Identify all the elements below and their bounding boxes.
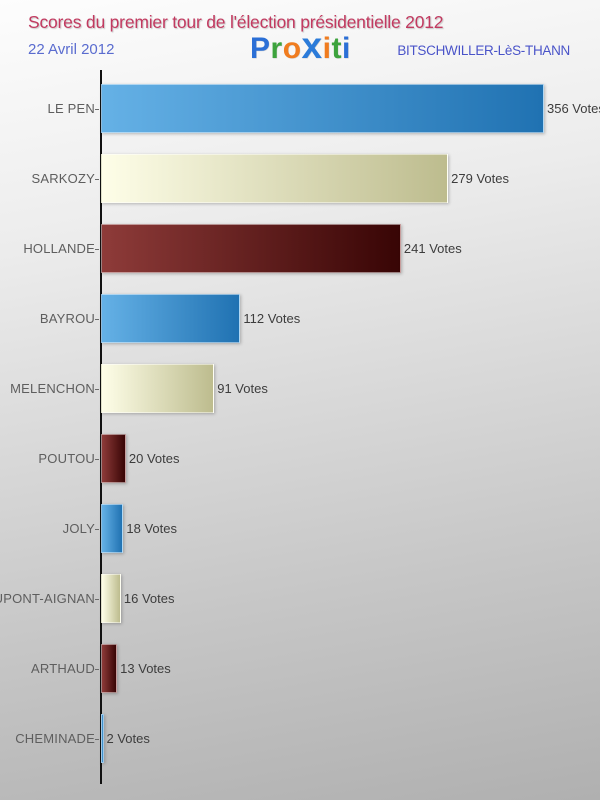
- bar-dupont-aignan: [101, 574, 121, 623]
- category-label-dupont-aignan: DUPONT-AIGNAN: [0, 591, 95, 606]
- bar-arthaud: [101, 644, 118, 693]
- value-label-sarkozy: 279 Votes: [451, 171, 509, 186]
- bar-poutou: [101, 434, 126, 483]
- value-label-poutou: 20 Votes: [128, 451, 180, 466]
- value-label-arthaud: 13 Votes: [120, 661, 171, 676]
- logo-letter: x: [301, 25, 323, 66]
- bar-cheminade: [101, 714, 104, 763]
- value-label-le-pen: 356 Votes: [547, 101, 600, 116]
- bar-le-pen: [101, 84, 544, 133]
- axis-tick: [95, 598, 99, 600]
- category-label-le-pen: LE PEN: [47, 101, 95, 116]
- value-label-dupont-aignan: 16 Votes: [123, 591, 175, 606]
- value-label-bayrou: 112 Votes: [243, 311, 301, 326]
- axis-tick: [95, 668, 99, 670]
- axis-tick: [95, 108, 99, 110]
- value-label-joly: 18 Votes: [126, 521, 177, 536]
- value-label-cheminade: 2 Votes: [106, 731, 150, 746]
- proxiti-logo: Proxiti: [250, 27, 351, 66]
- category-label-cheminade: CHEMINADE: [15, 731, 95, 746]
- bar-bayrou: [101, 294, 241, 343]
- axis-tick: [95, 248, 99, 250]
- axis-tick: [95, 528, 99, 530]
- axis-tick: [95, 388, 99, 390]
- axis-tick: [95, 458, 99, 460]
- category-label-sarkozy: SARKOZY: [31, 171, 95, 186]
- axis-tick: [95, 178, 99, 180]
- axis-tick: [95, 318, 99, 320]
- logo-letter: P: [250, 32, 271, 65]
- logo-letter: i: [322, 32, 332, 65]
- chart-title: Scores du premier tour de l'élection pré…: [28, 12, 444, 32]
- bar-sarkozy: [101, 154, 449, 203]
- chart-date: 22 Avril 2012: [28, 41, 115, 58]
- y-axis-line: [100, 70, 102, 784]
- bar-melenchon: [101, 364, 215, 413]
- category-label-joly: JOLY: [62, 521, 95, 536]
- logo-letter: t: [331, 32, 342, 65]
- axis-tick: [95, 738, 99, 740]
- category-label-arthaud: ARTHAUD: [30, 661, 95, 676]
- category-label-melenchon: MELENCHON: [10, 381, 95, 396]
- logo-letter: o: [282, 32, 302, 65]
- category-label-poutou: POUTOU: [38, 451, 95, 466]
- category-label-hollande: HOLLANDE: [23, 241, 95, 256]
- bar-joly: [101, 504, 124, 553]
- location-label: BITSCHWILLER-LèS-THANN: [397, 43, 570, 58]
- logo-letter: i: [341, 32, 351, 65]
- logo-letter: r: [270, 32, 283, 65]
- bar-chart: LE PEN 356 Votes SARKOZY 279 Votes HOLLANDE 2…: [0, 70, 600, 785]
- value-label-melenchon: 91 Votes: [217, 381, 268, 396]
- bar-hollande: [101, 224, 401, 273]
- category-label-bayrou: BAYROU: [39, 311, 95, 326]
- value-label-hollande: 241 Votes: [403, 241, 462, 256]
